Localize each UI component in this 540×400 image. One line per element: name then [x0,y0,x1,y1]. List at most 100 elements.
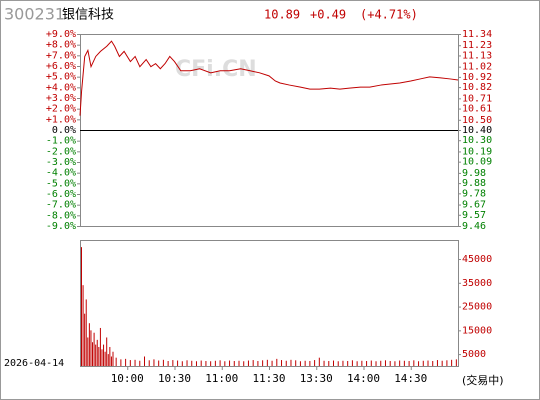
volume-bar [229,360,231,366]
volume-bar [262,360,264,366]
x-tick-label: 14:30 [394,372,427,385]
volume-bar [361,360,363,366]
y-tick-label: -6.0% [46,189,76,200]
trade-date: 2026-04-14 [4,358,64,369]
volume-bar [120,359,122,366]
trade-status: (交易中) [462,373,504,387]
volume-tick-label: 35000 [462,278,492,289]
volume-bar [233,361,235,366]
y2-tick-label: 11.13 [462,50,492,61]
volume-bar [214,360,216,366]
volume-bar [167,361,169,366]
volume-bar [403,360,405,366]
x-tick-label: 11:00 [205,372,238,385]
volume-bar [110,356,112,366]
y2-tick-label: 10.92 [462,72,492,83]
volume-bar [257,361,259,366]
volume-bar [422,360,424,366]
volume-bar [87,337,89,366]
volume-bar [451,359,453,366]
volume-bar [285,360,287,366]
volume-bar [85,299,87,366]
volume-bar [88,323,90,366]
volume-bar [337,361,339,366]
volume-bar [172,360,174,366]
y2-tick-label: 10.30 [462,135,492,146]
volume-bar [210,361,212,366]
volume-bar [224,361,226,366]
y-tick-label: -9.0% [46,221,76,232]
y2-tick-label: 11.02 [462,62,492,73]
volume-bar [418,361,420,366]
volume-bar [295,360,297,366]
volume-bar [375,361,377,366]
volume-bar [205,361,207,366]
volume-bar [384,360,386,366]
volume-bar [252,360,254,366]
volume-bar [238,360,240,366]
y-tick-label: +1.0% [46,114,76,125]
volume-bar [399,360,401,366]
volume-bar [134,359,136,366]
x-tick-label: 14:00 [347,372,380,385]
volume-bar [186,360,188,366]
volume-bar [129,360,131,366]
volume-bar [191,360,193,366]
y2-tick-label: 10.71 [462,93,492,104]
volume-bar [101,349,103,366]
volume-bar [266,359,268,366]
volume-bar [219,360,221,366]
volume-bar [243,361,245,366]
volume-bar [104,351,106,366]
volume-bar [427,360,429,366]
last-price: 10.89 [264,8,300,22]
y2-tick-label: 10.82 [462,82,492,93]
volume-bar [351,360,353,366]
volume-bar [148,360,150,366]
volume-bar [90,330,92,366]
volume-tick-label: 5000 [462,349,486,360]
volume-bar [139,360,141,366]
volume-bar [125,358,127,366]
volume-bar [92,342,94,366]
y-tick-label: +8.0% [46,40,76,51]
volume-bar [309,361,311,366]
volume-bar [162,359,164,366]
x-tick-label: 10:30 [158,372,191,385]
y2-tick-label: 10.40 [462,125,492,136]
y-tick-label: -5.0% [46,178,76,189]
price-line [79,40,459,116]
volume-bar [106,337,108,366]
y2-tick-label: 9.57 [462,210,486,221]
volume-tick-label: 25000 [462,302,492,313]
volume-bar [318,357,320,366]
y-tick-label: +5.0% [46,72,76,83]
volume-bar [96,339,98,366]
volume-bar [455,359,457,366]
volume-bar [271,360,273,366]
volume-bar [93,332,95,366]
volume-bar [380,360,382,366]
volume-bar [200,360,202,366]
volume-bar [112,351,114,366]
volume-bar [82,285,84,366]
volume-bar [276,358,278,366]
y2-tick-label: 10.19 [462,146,492,157]
volume-bar [432,361,434,366]
volume-bar [181,361,183,366]
volume-bar [394,361,396,366]
stock-name: 银信科技 [62,8,114,23]
volume-bar [413,360,415,366]
volume-bar [389,361,391,366]
volume-bar [103,344,105,366]
volume-bar [95,344,97,366]
x-tick-label: 11:30 [252,372,285,385]
y-tick-label: -4.0% [46,168,76,179]
volume-bar [347,361,349,366]
volume-bar [81,247,82,366]
y-tick-label: +2.0% [46,104,76,115]
volume-bar [109,346,111,366]
price-change-pct: (+4.71%) [360,8,418,22]
y-tick-label: 0.0% [52,125,76,136]
